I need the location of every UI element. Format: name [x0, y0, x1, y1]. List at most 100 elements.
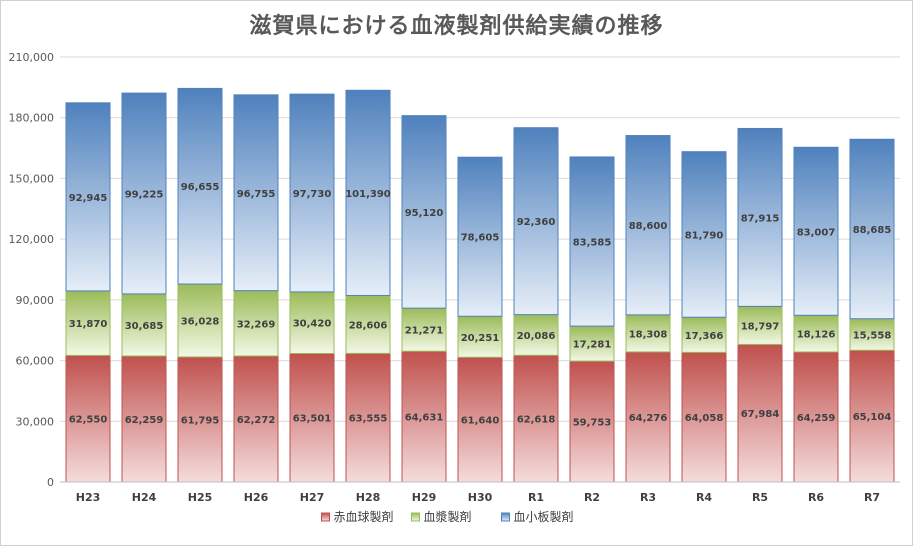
legend-swatch: [411, 512, 420, 522]
data-label: 30,685: [125, 321, 164, 332]
data-label: 20,086: [517, 331, 556, 342]
bar-segment: [513, 314, 559, 356]
bar-segment: [849, 138, 895, 320]
legend-label: 赤血球製剤: [334, 509, 394, 524]
bar-segment: [625, 135, 671, 316]
y-tick-label: 210,000: [9, 51, 55, 64]
bar-segment: [793, 314, 839, 353]
data-labels: 62,550 31,870 92,945 62,259 30,685 99,225 61,7…: [69, 182, 892, 428]
bar-segment: [513, 354, 559, 483]
data-label: 83,007: [797, 227, 836, 238]
bar-segment: [65, 102, 111, 292]
bar-segment: [345, 89, 391, 296]
data-label: 101,390: [345, 189, 391, 200]
data-label: 30,420: [293, 319, 332, 330]
bar-segment: [65, 290, 111, 356]
bar-segment: [569, 156, 615, 327]
data-label: 62,259: [125, 415, 164, 426]
data-label: 92,360: [517, 217, 556, 228]
chart-title: 滋賀県における血液製剤供給実績の推移: [249, 14, 664, 39]
data-label: 92,945: [69, 193, 108, 204]
x-tick-label: R4: [696, 491, 712, 504]
bar-segment: [737, 343, 783, 483]
bar-segment: [345, 352, 391, 483]
bar-segment: [569, 360, 615, 483]
data-label: 99,225: [125, 189, 164, 200]
bar-segment: [121, 355, 167, 483]
data-label: 32,269: [237, 319, 276, 330]
data-label: 21,271: [405, 326, 444, 337]
data-label: 95,120: [405, 208, 444, 219]
data-label: 17,281: [573, 340, 612, 351]
x-tick-label: R7: [864, 491, 880, 504]
data-label: 96,655: [181, 182, 220, 193]
legend-swatch: [321, 512, 330, 522]
bar-segment: [681, 151, 727, 318]
data-label: 88,685: [853, 225, 892, 236]
bar-segment: [233, 290, 279, 357]
data-label: 88,600: [629, 221, 668, 232]
x-tick-label: R5: [752, 491, 768, 504]
y-tick-label: 180,000: [9, 112, 55, 125]
data-label: 83,585: [573, 238, 612, 249]
bar-segment: [121, 92, 167, 295]
data-label: 36,028: [181, 316, 220, 327]
data-label: 62,272: [237, 415, 276, 426]
bar-segment: [177, 283, 223, 358]
bar-segment: [849, 349, 895, 483]
x-tick-label: H26: [244, 491, 269, 504]
bar-segment: [625, 314, 671, 353]
bar-segment: [289, 93, 335, 293]
data-label: 97,730: [293, 189, 332, 200]
bar-segment: [177, 356, 223, 483]
data-label: 63,501: [293, 414, 332, 425]
bar-segment: [65, 354, 111, 483]
data-label: 18,797: [741, 321, 780, 332]
data-label: 64,276: [629, 413, 668, 424]
bar-segment: [737, 127, 783, 307]
data-label: 62,550: [69, 415, 108, 426]
y-tick-label: 150,000: [9, 172, 55, 185]
x-tick-label: H23: [76, 491, 101, 504]
bar-segment: [457, 356, 503, 483]
x-tick-label: R3: [640, 491, 656, 504]
y-tick-label: 60,000: [16, 355, 55, 368]
data-label: 61,640: [461, 416, 500, 427]
data-label: 28,606: [349, 320, 388, 331]
x-tick-label: H29: [412, 491, 437, 504]
x-tick-label: R2: [584, 491, 600, 504]
data-label: 67,984: [741, 409, 780, 420]
bar-segment: [345, 294, 391, 354]
data-label: 62,618: [517, 415, 556, 426]
data-label: 18,126: [797, 330, 836, 341]
bar-segment: [457, 315, 503, 358]
bar-segment: [681, 351, 727, 483]
data-label: 64,058: [685, 413, 724, 424]
y-tick-label: 30,000: [16, 415, 55, 428]
data-label: 65,104: [853, 412, 892, 423]
legend: 赤血球製剤 血漿製剤 血小板製剤: [321, 509, 574, 524]
data-label: 18,308: [629, 329, 668, 340]
bar-segment: [401, 350, 447, 483]
bar-segment: [513, 127, 559, 316]
x-tick-label: H25: [188, 491, 213, 504]
x-tick-label: H30: [468, 491, 493, 504]
legend-label: 血漿製剤: [424, 509, 472, 524]
y-tick-label: 0: [47, 476, 54, 489]
legend-swatch: [501, 512, 510, 522]
x-tick-label: H27: [300, 491, 325, 504]
data-label: 64,259: [797, 413, 836, 424]
bar-segment: [177, 87, 223, 285]
data-label: 96,755: [237, 189, 276, 200]
data-label: 17,366: [685, 331, 724, 342]
x-tick-label: H24: [132, 491, 157, 504]
data-label: 64,631: [405, 413, 444, 424]
bar-segment: [793, 146, 839, 316]
bar-segment: [401, 307, 447, 352]
axes: 0 30,000 60,000 90,000 120,000 150,000 180,000…: [9, 51, 900, 504]
bar-segment: [457, 156, 503, 317]
bar-segment: [233, 94, 279, 292]
data-label: 63,555: [349, 414, 388, 425]
bar-segment: [401, 115, 447, 309]
